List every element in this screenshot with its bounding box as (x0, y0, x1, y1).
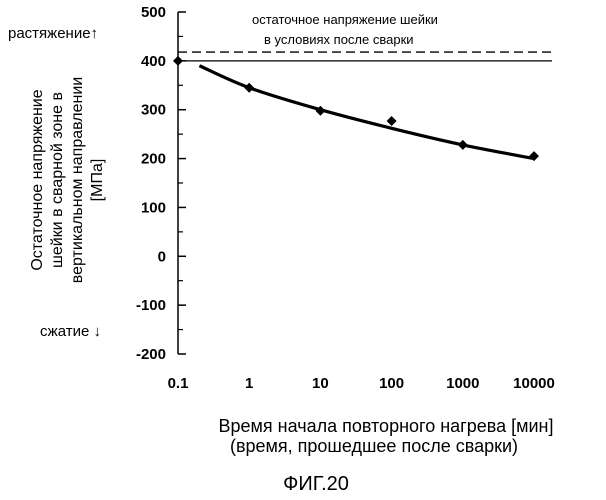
figure-caption: ФИГ.20 (283, 473, 349, 495)
y-tick-label: 300 (141, 102, 166, 119)
data-point (244, 83, 254, 93)
x-tick-label: 10 (312, 375, 329, 392)
x-tick-label: 100 (379, 375, 404, 392)
y-axis-label-line: [МПа] (89, 159, 106, 202)
y-tick-label: 100 (141, 199, 166, 216)
x-tick-label: 1 (245, 375, 253, 392)
y-axis-label-line: шейки в сварной зоне в (49, 92, 66, 268)
y-tick-label: 500 (141, 4, 166, 21)
x-axis-label-line-2: (время, прошедшее после сварки) (230, 436, 518, 456)
x-tick-label: 10000 (513, 375, 555, 392)
y-tick-label: -200 (136, 346, 166, 363)
y-axis-label-line: Остаточное напряжение (29, 89, 46, 270)
y-axis-label-line: вертикальном направлении (69, 77, 86, 283)
data-point (529, 151, 539, 161)
y-tick-label: 200 (141, 151, 166, 168)
x-tick-label: 0.1 (168, 375, 189, 392)
trend-curve-group (199, 66, 534, 159)
compression-label: сжатие ↓ (40, 323, 101, 340)
y-tick-label: 0 (158, 248, 166, 265)
reference-line-group: остаточное напряжение шейки в условиях по… (178, 12, 556, 52)
axes: -200 -100 0 100 200 300 400 500 0.1 1 10 100 1000 100… (136, 4, 555, 392)
data-point (458, 140, 468, 150)
data-point (173, 56, 183, 66)
x-tick-label: 1000 (446, 375, 479, 392)
reference-label-line-2: в условиях после сварки (264, 32, 414, 47)
tension-label: растяжение↑ (8, 25, 98, 42)
y-tick-label: 400 (141, 53, 166, 70)
y-tick-label: -100 (136, 297, 166, 314)
reference-label-line-1: остаточное напряжение шейки (252, 12, 438, 27)
x-axis-label-line-1: Время начала повторного нагрева [мин] (218, 416, 553, 436)
data-points (173, 56, 539, 161)
labels: растяжение↑ сжатие ↓ Остаточное напряжение… (8, 25, 554, 495)
trend-curve (199, 66, 534, 159)
data-point (387, 116, 397, 126)
